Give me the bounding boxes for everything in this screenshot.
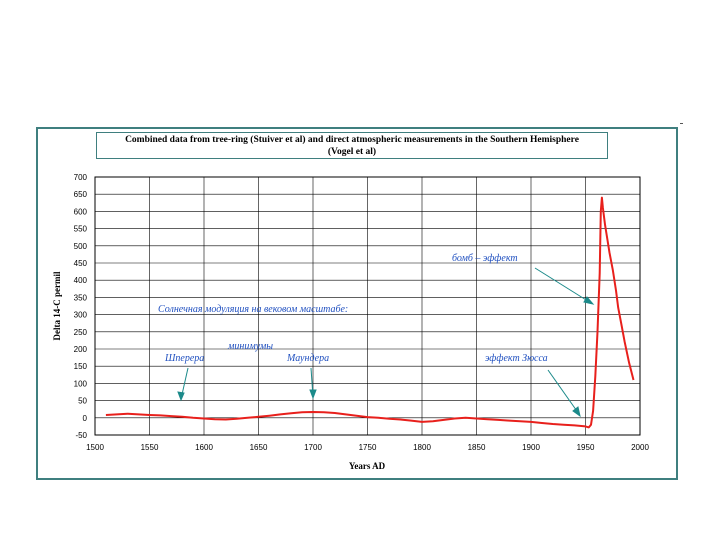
x-tick-label: 1800 [413, 443, 431, 452]
annotation-bomb: бомб – эффект [452, 253, 518, 264]
annotation-maunder: Маундера [286, 353, 329, 364]
arrow-suess [547, 369, 580, 415]
annotation-minima: минимумы [227, 341, 273, 352]
x-tick-label: 1950 [577, 443, 595, 452]
annotation-arrows [177, 267, 595, 418]
x-tick-label: 2000 [631, 443, 649, 452]
y-tick-label: 500 [74, 242, 88, 251]
y-tick-label: 600 [74, 207, 88, 216]
arrow-bomb [534, 267, 592, 304]
y-tick-label: -50 [75, 431, 87, 440]
y-tick-label: 200 [74, 345, 88, 354]
arrow-maunder-head [309, 389, 317, 400]
chart-title-line-1: Combined data from tree-ring (Stuiver et… [125, 135, 579, 145]
annotation-shperer: Шперера [164, 353, 204, 364]
y-tick-label: 400 [74, 276, 88, 285]
tick-labels: 7006506005505004504003503002502001501005… [74, 173, 650, 452]
chart-title-box: Combined data from tree-ring (Stuiver et… [96, 132, 608, 159]
arrow-shperer-head [177, 391, 185, 402]
plot-border [94, 176, 641, 436]
y-tick-label: 350 [74, 293, 88, 302]
y-tick-label: 50 [78, 397, 87, 406]
y-tick-label: 450 [74, 259, 88, 268]
annotation-solar-modulation: Солнечная модуляция на вековом масштабе: [158, 304, 348, 315]
x-tick-label: 1750 [359, 443, 377, 452]
y-tick-label: 100 [74, 379, 88, 388]
y-tick-label: 300 [74, 311, 88, 320]
x-tick-label: 1500 [86, 443, 104, 452]
x-tick-label: 1700 [304, 443, 322, 452]
chart-frame [36, 127, 678, 480]
x-tick-label: 1600 [195, 443, 213, 452]
delta-14c-series-line [105, 196, 635, 429]
y-tick-label: 250 [74, 328, 88, 337]
grid-lines [94, 176, 641, 436]
y-axis-label: Delta 14-C permil [52, 271, 62, 340]
x-tick-label: 1650 [250, 443, 268, 452]
arrow-suess-head [572, 406, 581, 418]
x-tick-label: 1550 [141, 443, 159, 452]
annotation-suess: эффект Зюсса [485, 353, 548, 364]
x-axis-label: Years AD [349, 461, 386, 471]
x-tick-label: 1900 [522, 443, 540, 452]
x-tick-label: 1850 [468, 443, 486, 452]
y-tick-label: 650 [74, 190, 88, 199]
y-tick-label: 150 [74, 362, 88, 371]
chart-title-line-2: (Vogel et al) [327, 147, 377, 157]
y-tick-label: 700 [74, 173, 88, 182]
edge-mark [680, 123, 683, 124]
arrow-bomb-head [583, 296, 595, 305]
y-tick-label: 550 [74, 225, 88, 234]
y-tick-label: 0 [83, 414, 88, 423]
